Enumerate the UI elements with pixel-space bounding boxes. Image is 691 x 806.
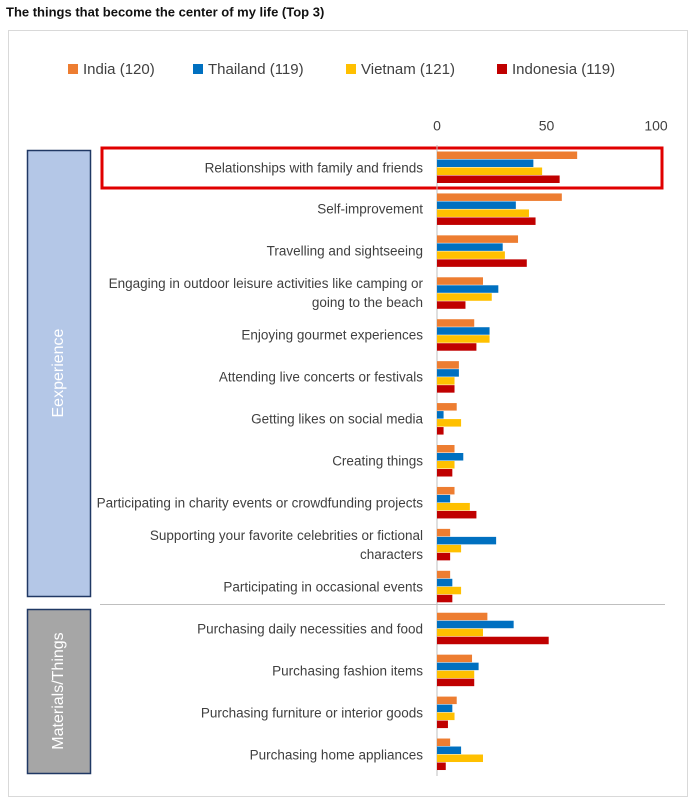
bar bbox=[437, 293, 492, 301]
bar bbox=[437, 586, 462, 595]
legend-swatch bbox=[68, 64, 78, 74]
bar bbox=[437, 536, 497, 545]
bar bbox=[437, 445, 455, 453]
bar bbox=[437, 159, 534, 167]
highlight-box bbox=[100, 146, 664, 190]
bar bbox=[437, 285, 499, 293]
category-label: Getting likes on social media bbox=[251, 411, 423, 427]
category-label: Purchasing furniture or interior goods bbox=[200, 705, 423, 721]
x-tick-label: 0 bbox=[433, 118, 441, 134]
bar bbox=[437, 259, 527, 267]
bar bbox=[437, 453, 464, 461]
bar bbox=[437, 696, 457, 705]
chart-frame bbox=[8, 30, 688, 797]
category-label: Purchasing home appliances bbox=[249, 747, 423, 763]
bar bbox=[437, 578, 453, 587]
bar bbox=[437, 235, 519, 243]
bar bbox=[437, 494, 451, 503]
legend-label: Vietnam (121) bbox=[361, 61, 455, 78]
bar bbox=[437, 594, 453, 603]
bar bbox=[437, 327, 490, 335]
category-label: Creating things bbox=[332, 453, 423, 469]
bar bbox=[437, 175, 560, 183]
category-label: Participating in occasional events bbox=[223, 579, 423, 595]
bar bbox=[437, 343, 477, 351]
x-tick-label: 50 bbox=[539, 118, 555, 134]
bar bbox=[437, 243, 503, 251]
bar bbox=[437, 720, 448, 729]
bar bbox=[437, 510, 477, 519]
bar bbox=[437, 670, 475, 679]
bar bbox=[437, 746, 462, 755]
category-label: Travelling and sightseeing bbox=[266, 243, 423, 259]
bar bbox=[437, 301, 466, 309]
category-label: Self-improvement bbox=[317, 201, 423, 217]
category-label: Engaging in outdoor leisure activities l… bbox=[108, 276, 423, 311]
bar bbox=[437, 193, 562, 201]
bar bbox=[437, 678, 475, 687]
bar bbox=[437, 552, 451, 561]
bar bbox=[437, 654, 473, 663]
bar bbox=[437, 528, 451, 537]
group-label: Materials/Things bbox=[50, 632, 67, 749]
chart-title: The things that become the center of my … bbox=[6, 4, 324, 19]
legend-label: Indonesia (119) bbox=[512, 61, 615, 78]
bar bbox=[437, 277, 483, 285]
category-label: Enjoying gourmet experiences bbox=[241, 327, 423, 343]
legend-swatch bbox=[346, 64, 356, 74]
legend-label: India (120) bbox=[83, 61, 155, 78]
bar bbox=[437, 636, 549, 645]
x-tick-label: 100 bbox=[644, 118, 668, 134]
group-label: Eexperience bbox=[50, 328, 67, 417]
bar bbox=[437, 251, 505, 259]
bar bbox=[437, 628, 483, 637]
category-label: Attending live concerts or festivals bbox=[218, 369, 423, 385]
category-label: Participating in charity events or crowd… bbox=[96, 495, 423, 511]
bar bbox=[437, 361, 459, 369]
legend-label: Thailand (119) bbox=[208, 61, 304, 78]
bar bbox=[437, 403, 457, 411]
bar bbox=[437, 612, 488, 621]
bar bbox=[437, 704, 453, 713]
bar bbox=[437, 209, 529, 217]
legend-swatch bbox=[193, 64, 203, 74]
bar bbox=[437, 167, 543, 175]
bar bbox=[437, 419, 462, 427]
bar bbox=[437, 201, 516, 209]
bar bbox=[437, 544, 462, 553]
bar bbox=[437, 335, 490, 343]
bar bbox=[437, 385, 455, 393]
bar bbox=[437, 319, 475, 327]
bar bbox=[437, 427, 444, 435]
bar bbox=[437, 620, 514, 629]
bar bbox=[437, 738, 451, 747]
bar bbox=[437, 461, 455, 469]
bar bbox=[437, 662, 479, 671]
bar bbox=[437, 762, 446, 771]
bar bbox=[437, 411, 444, 419]
bar bbox=[437, 570, 451, 579]
bar bbox=[437, 151, 578, 159]
category-label: Relationships with family and friends bbox=[204, 160, 423, 175]
category-label: Purchasing daily necessities and food bbox=[197, 621, 423, 637]
bar bbox=[437, 712, 455, 721]
bar bbox=[437, 377, 455, 385]
category-label: Purchasing fashion items bbox=[272, 663, 423, 679]
bar bbox=[437, 486, 455, 495]
bar bbox=[437, 502, 470, 511]
bar bbox=[437, 217, 536, 225]
legend-swatch bbox=[497, 64, 507, 74]
bar bbox=[437, 469, 453, 477]
group-box bbox=[26, 149, 92, 598]
group-box bbox=[26, 608, 92, 775]
bar bbox=[437, 369, 459, 377]
category-label: Supporting your favorite celebrities or … bbox=[149, 527, 423, 562]
bar bbox=[437, 754, 483, 763]
